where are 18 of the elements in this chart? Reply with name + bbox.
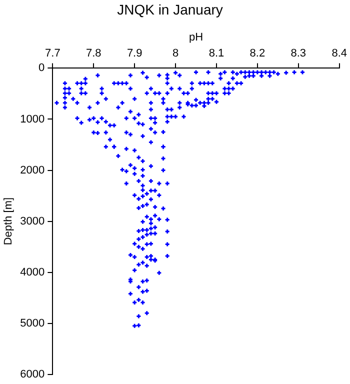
x-axis-title: pH (188, 31, 204, 44)
x-tick-label: 8.4 (332, 48, 348, 60)
x-tick-label: 8.3 (290, 48, 306, 60)
y-tick-label: 2000 (20, 164, 45, 176)
y-tick-label: 4000 (20, 266, 45, 278)
x-tick-label: 7.8 (86, 48, 102, 60)
y-tick-label: 5000 (20, 317, 45, 330)
y-tick-label: 0 (38, 62, 45, 74)
x-tick-label: 8.1 (208, 48, 224, 60)
chart-title: JNQK in January (117, 1, 223, 18)
y-tick-label: 3000 (20, 215, 45, 228)
y-tick-label: 6000 (20, 368, 45, 380)
x-tick-label: 7.9 (126, 48, 142, 60)
y-axis-title: Depth [m] (2, 197, 15, 246)
x-tick-label: 8 (172, 48, 179, 60)
y-tick-label: 1000 (20, 113, 45, 126)
x-tick-label: 7.7 (45, 48, 60, 60)
x-tick-label: 8.2 (250, 48, 266, 60)
